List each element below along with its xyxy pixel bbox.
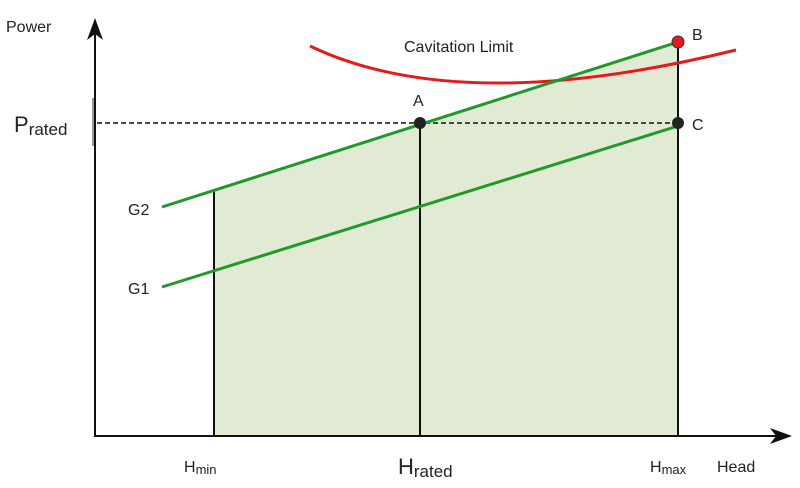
x-axis-label: Head <box>717 459 755 476</box>
point-a <box>414 117 426 129</box>
y-axis-label: Power <box>6 19 52 36</box>
cavitation-limit-curve <box>309 44 737 85</box>
operating-region-fill <box>214 42 678 436</box>
point-a-label: A <box>413 93 424 110</box>
x-axis-arrow-icon <box>770 428 792 444</box>
point-b-label: B <box>692 27 703 44</box>
hmax-label: Hmax <box>650 459 687 477</box>
rated-power-label: Prated <box>14 112 67 139</box>
g1-line <box>161 124 679 289</box>
cavitation-limit-label: Cavitation Limit <box>404 39 514 56</box>
hrated-label: Hrated <box>398 454 453 481</box>
point-c-label: C <box>692 117 704 134</box>
point-c <box>672 117 684 129</box>
g2-label: G2 <box>128 202 149 219</box>
hmin-label: Hmin <box>184 459 217 477</box>
y-axis-arrow-icon <box>87 18 103 40</box>
point-b <box>671 35 685 49</box>
g1-label: G1 <box>128 281 149 298</box>
